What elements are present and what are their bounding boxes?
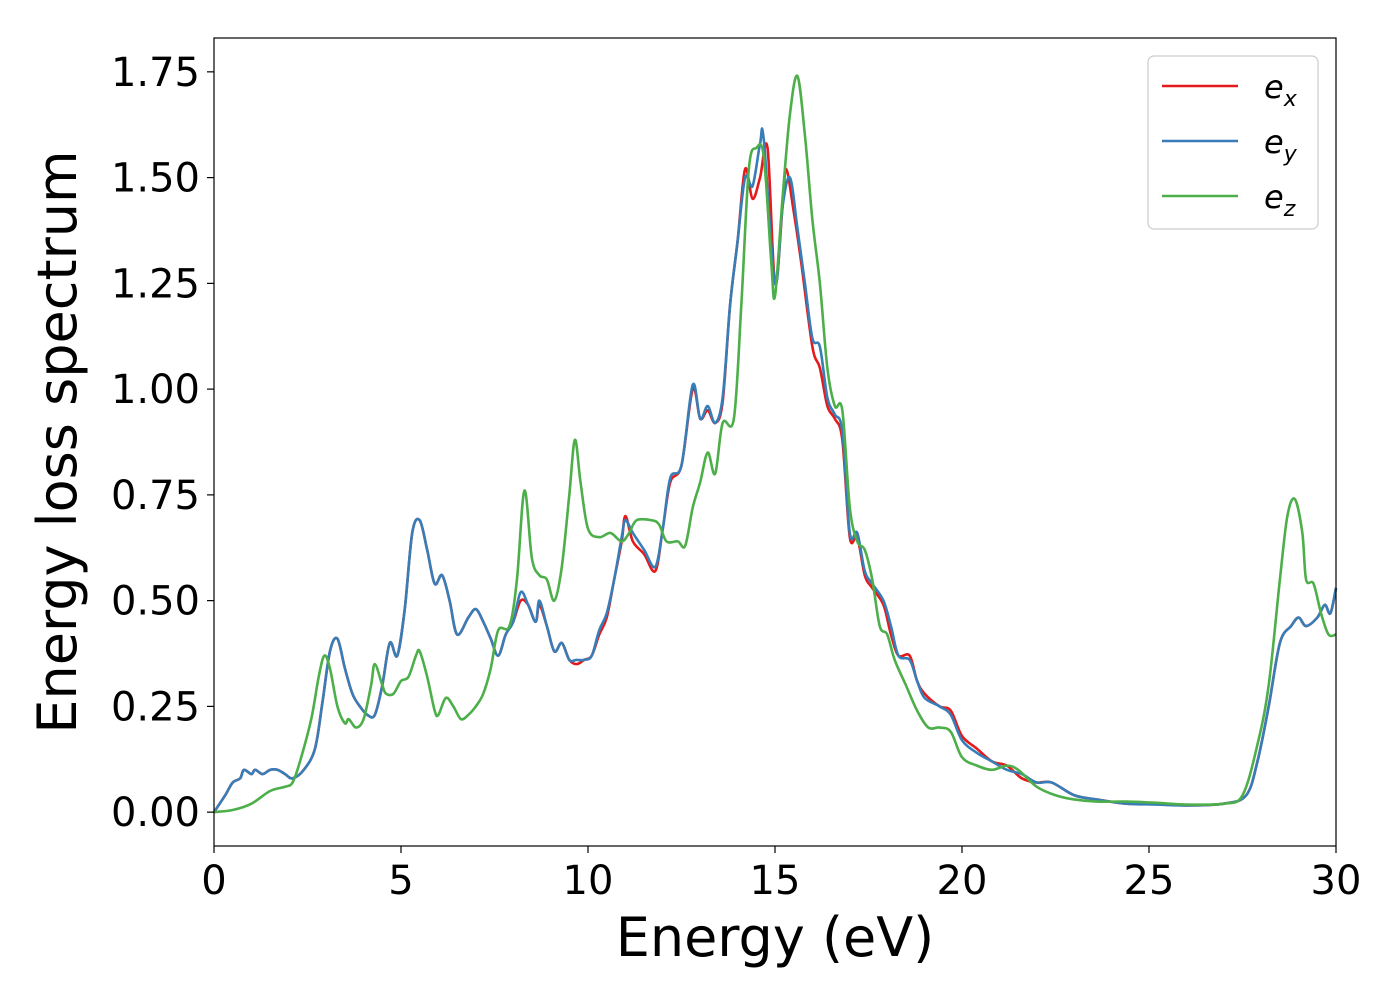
- x-tick-label: 15: [750, 858, 801, 904]
- x-tick-label: 30: [1311, 858, 1362, 904]
- y-tick-label: 0.75: [111, 473, 200, 519]
- x-tick-label: 10: [563, 858, 614, 904]
- y-axis-title: Energy loss spectrum: [26, 150, 89, 733]
- y-tick-label: 1.25: [111, 261, 200, 307]
- y-tick-label: 1.50: [111, 156, 200, 202]
- legend-label-sub: z: [1283, 197, 1296, 222]
- legend-label-z: ez: [1264, 178, 1296, 222]
- legend-label-x: ex: [1264, 68, 1298, 112]
- x-tick-label: 20: [937, 858, 988, 904]
- series-line-x: [212, 142, 1338, 813]
- legend-box: [1147, 55, 1319, 230]
- series-line-y: [212, 127, 1338, 813]
- legend-label-base: e: [1264, 123, 1284, 161]
- legend-label-base: e: [1264, 178, 1284, 216]
- plot-frame: [213, 37, 1337, 847]
- legend-label-sub: x: [1283, 87, 1298, 112]
- axis-ticks: 0 5 10 15 20 25 30 0.00 0.25 0.50 0.75 1.00 1.25 1.50…: [111, 50, 1362, 904]
- y-tick-label: 1.00: [111, 367, 200, 413]
- y-tick-label: 0.25: [111, 684, 200, 730]
- legend-label-y: ey: [1264, 123, 1298, 167]
- y-tick-label: 1.75: [111, 50, 200, 96]
- series-line-z: [213, 74, 1337, 814]
- x-tick-label: 25: [1124, 858, 1175, 904]
- x-axis-title: Energy (eV): [616, 906, 935, 969]
- series-layer: [212, 74, 1338, 814]
- x-tick-label: 5: [388, 858, 413, 904]
- x-tick-label: 0: [201, 858, 226, 904]
- y-tick-label: 0.50: [111, 579, 200, 625]
- y-tick-label: 0.00: [111, 790, 200, 836]
- legend-label-sub: y: [1283, 142, 1298, 167]
- legend-label-base: e: [1264, 68, 1284, 106]
